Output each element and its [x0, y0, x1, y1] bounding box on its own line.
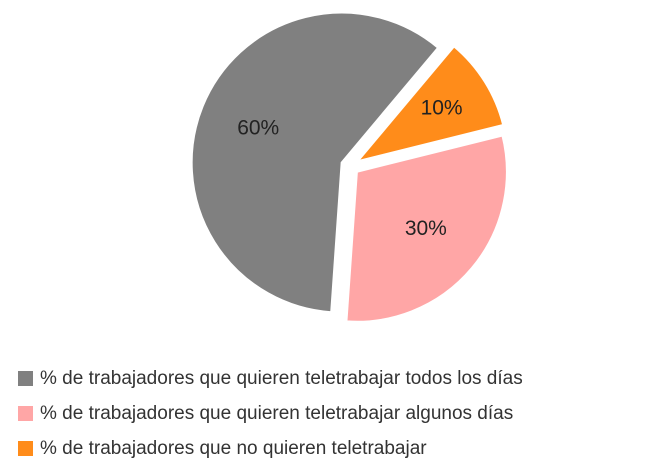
- pie-slice: [345, 134, 508, 323]
- legend-swatch: [18, 371, 33, 386]
- legend-label: % de trabajadores que quieren teletrabaj…: [40, 403, 513, 424]
- pie-slice: [190, 11, 440, 314]
- slice-label: 10%: [421, 96, 463, 119]
- legend-label: % de trabajadores que no quieren teletra…: [40, 438, 427, 459]
- pie-slice: [354, 44, 505, 163]
- slice-label: 60%: [237, 116, 279, 139]
- legend-swatch: [18, 406, 33, 421]
- legend-swatch: [18, 441, 33, 456]
- legend-label: % de trabajadores que quieren teletrabaj…: [40, 368, 523, 389]
- slice-label: 30%: [405, 217, 447, 240]
